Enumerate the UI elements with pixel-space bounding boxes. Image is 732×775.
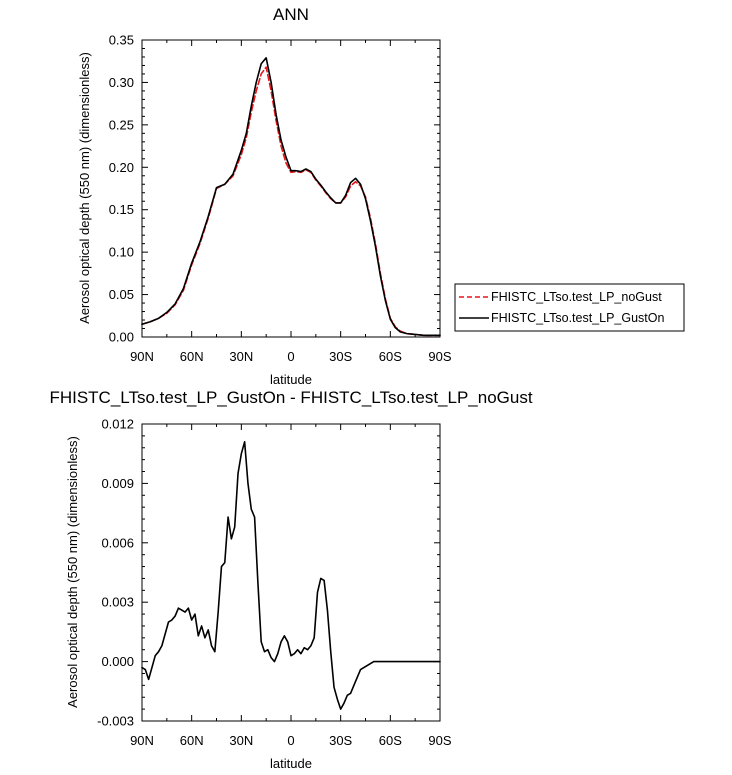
bottom-x-tick-label: 90S — [428, 733, 451, 748]
bottom-x-tick-label: 60N — [180, 733, 204, 748]
bottom-x-tick-label: 30N — [229, 733, 253, 748]
top-x-tick-label: 90S — [428, 349, 451, 364]
bottom-y-axis-label: Aerosol optical depth (550 nm) (dimensio… — [65, 436, 80, 708]
top-x-tick-label: 60S — [379, 349, 402, 364]
top-x-tick-label: 90N — [130, 349, 154, 364]
top-x-tick-label: 30S — [329, 349, 352, 364]
top-panel: ANN 90N 60N 30N 0 30S 60S 90S 0.00 0.05 0.10 0.15 0… — [77, 5, 685, 387]
top-y-axis-label: Aerosol optical depth (550 nm) (dimensio… — [77, 52, 92, 324]
legend-label-guston: FHISTC_LTso.test_LP_GustOn — [491, 311, 664, 325]
top-series-line-1 — [141, 57, 441, 337]
bottom-y-tick-label: 0.006 — [101, 535, 134, 550]
legend-label-nogust: FHISTC_LTso.test_LP_noGust — [491, 290, 662, 304]
top-y-tick-label: 0.05 — [109, 287, 134, 302]
bottom-plot-frame — [141, 423, 441, 722]
bottom-x-tick-label: 30S — [329, 733, 352, 748]
top-y-tick-label: 0.20 — [109, 160, 134, 175]
top-plot-frame — [141, 39, 441, 338]
top-x-tick-label: 60N — [180, 349, 204, 364]
bottom-y-tick-label: 0.000 — [101, 654, 134, 669]
top-y-tick-label: 0.35 — [109, 33, 134, 48]
legend: FHISTC_LTso.test_LP_noGust FHISTC_LTso.t… — [454, 283, 685, 332]
bottom-ticks: 90N 60N 30N 0 30S 60S 90S -0.003 0.000 0.003 0.006… — [97, 417, 452, 749]
bottom-y-tick-label: 0.012 — [101, 417, 134, 432]
legend-box — [454, 283, 685, 332]
top-y-tick-label: 0.00 — [109, 330, 134, 345]
bottom-x-axis-label: latitude — [270, 756, 312, 771]
bottom-x-tick-label: 0 — [287, 733, 294, 748]
bottom-title: FHISTC_LTso.test_LP_GustOn - FHISTC_LTso… — [49, 388, 532, 407]
top-x-tick-label: 0 — [287, 349, 294, 364]
top-x-tick-label: 30N — [229, 349, 253, 364]
bottom-y-tick-label: -0.003 — [97, 714, 134, 729]
bottom-series — [141, 441, 441, 710]
bottom-y-tick-label: 0.003 — [101, 595, 134, 610]
top-y-tick-label: 0.10 — [109, 245, 134, 260]
bottom-panel: FHISTC_LTso.test_LP_GustOn - FHISTC_LTso… — [49, 388, 532, 771]
bottom-series-line-0 — [141, 441, 441, 710]
bottom-x-tick-label: 90N — [130, 733, 154, 748]
top-series-line-0 — [141, 66, 441, 337]
top-y-tick-label: 0.15 — [109, 202, 134, 217]
top-series — [141, 57, 441, 337]
top-title: ANN — [273, 5, 309, 24]
top-x-axis-label: latitude — [270, 372, 312, 387]
bottom-y-tick-label: 0.009 — [101, 476, 134, 491]
top-y-tick-label: 0.30 — [109, 75, 134, 90]
top-ticks: 90N 60N 30N 0 30S 60S 90S 0.00 0.05 0.10 0.15 0.20 0… — [109, 33, 452, 365]
bottom-x-tick-label: 60S — [379, 733, 402, 748]
top-y-tick-label: 0.25 — [109, 117, 134, 132]
